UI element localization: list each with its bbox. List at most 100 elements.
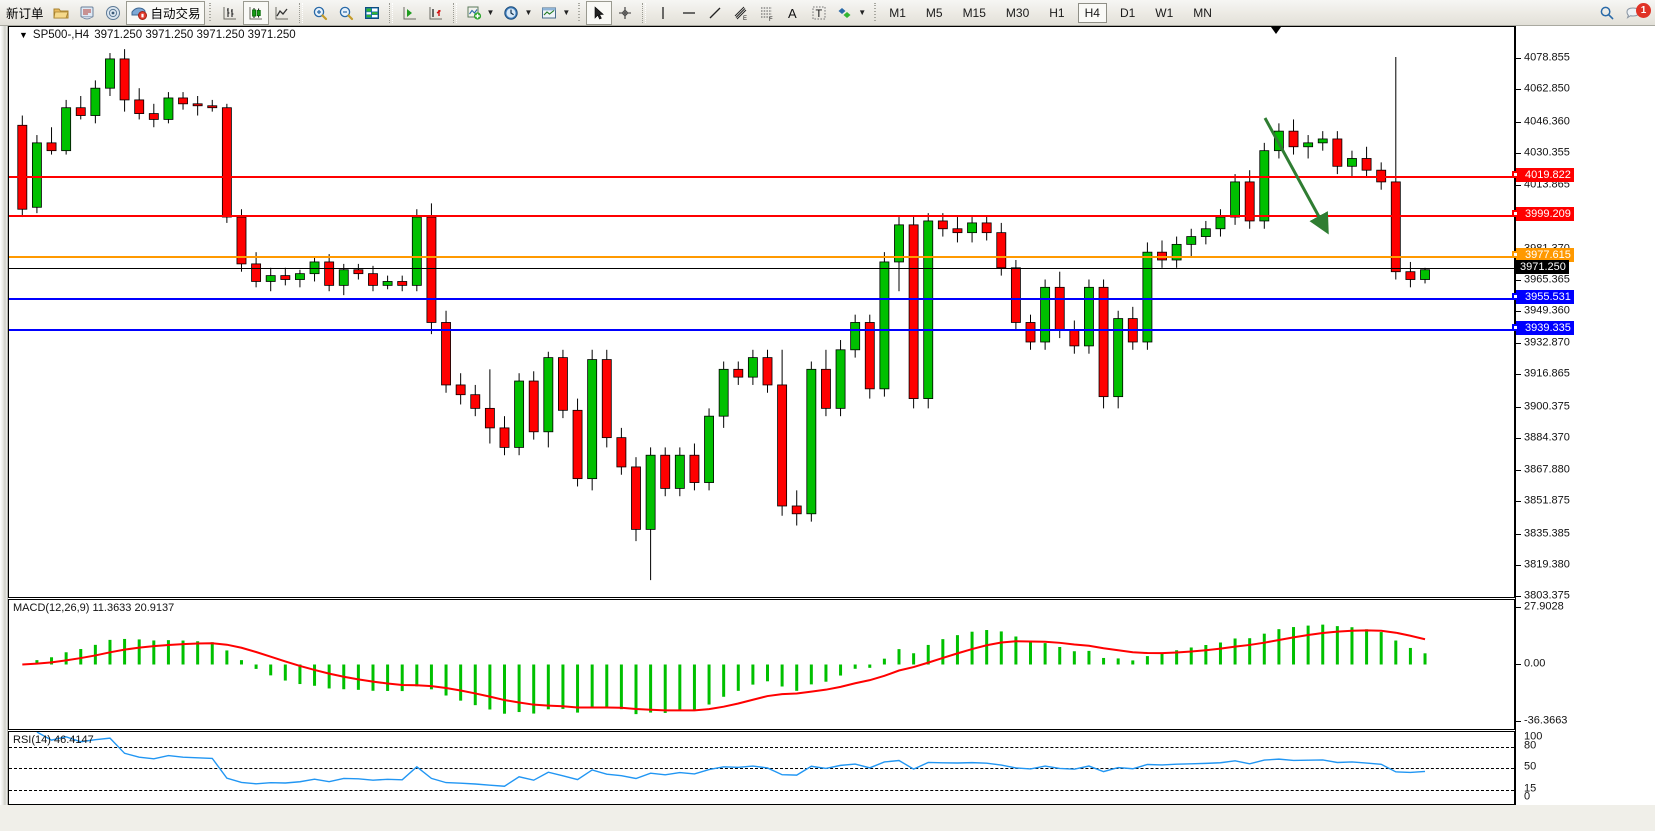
terminal-icon <box>78 4 96 22</box>
toolbar-grip-timeframes[interactable] <box>873 2 880 23</box>
period-button[interactable]: ▼ <box>498 1 536 25</box>
timeframe-h4[interactable]: H4 <box>1077 2 1107 23</box>
new-order-button[interactable]: 新订单 <box>2 1 48 25</box>
price-level-tag-resistance[interactable]: 4019.822 <box>1512 168 1574 182</box>
price-tick-label: 3867.880 <box>1524 463 1570 476</box>
price-tick <box>1516 121 1521 123</box>
price-tick <box>1516 343 1521 345</box>
chevron-down-icon[interactable]: ▼ <box>562 8 571 17</box>
price-tick-label: 3851.875 <box>1524 494 1570 507</box>
line-chart-button[interactable] <box>269 1 295 25</box>
price-tick <box>1516 279 1521 281</box>
level-drag-handle[interactable] <box>1512 251 1519 258</box>
level-drag-handle[interactable] <box>1512 210 1519 217</box>
objects-button[interactable]: ▼ <box>832 1 870 25</box>
cursor-button[interactable] <box>586 0 613 25</box>
level-drag-handle[interactable] <box>1512 293 1519 300</box>
candlestick-chart-button[interactable] <box>242 0 269 25</box>
price-tick-label: 4013.865 <box>1524 178 1570 191</box>
chart-left-grip[interactable] <box>0 26 8 805</box>
timeframe-m1[interactable]: M1 <box>889 5 906 20</box>
search-button[interactable] <box>1594 1 1620 25</box>
price-level-tag-support[interactable]: 3939.335 <box>1512 321 1574 335</box>
timeframe-group: M1 M5 M15 M30 H1 H4 D1 W1 MN <box>882 2 1219 23</box>
templates-icon <box>540 4 558 22</box>
price-level-tag-support[interactable]: 3955.531 <box>1512 290 1574 304</box>
price-tick-label: 3884.370 <box>1524 431 1570 444</box>
indicators-button[interactable]: ▼ <box>461 1 499 25</box>
chart-shift-icon <box>427 4 445 22</box>
level-drag-handle[interactable] <box>1512 324 1519 331</box>
toolbar-grip-drawing[interactable] <box>577 2 584 23</box>
price-tick <box>1516 437 1521 439</box>
rsi-panel[interactable]: RSI(14) 46.4147 <box>8 731 1515 805</box>
notification-button[interactable]: 1 <box>1620 1 1653 25</box>
price-tick-label: 3932.870 <box>1524 336 1570 349</box>
equidistant-channel-button[interactable]: E <box>728 1 754 25</box>
svg-text:A: A <box>788 6 797 21</box>
signals-button[interactable] <box>100 1 126 25</box>
timeframe-m15[interactable]: M15 <box>962 5 986 20</box>
candlestick-chart-icon <box>247 4 265 22</box>
terminal-button[interactable] <box>74 1 100 25</box>
chevron-down-icon[interactable]: ▼ <box>486 8 495 17</box>
chart-menu-triangle-icon[interactable]: ▼ <box>19 30 28 40</box>
timeframe-h1[interactable]: H1 <box>1049 5 1065 20</box>
scroll-to-end-icon <box>401 4 419 22</box>
timeframe-mn[interactable]: MN <box>1193 5 1212 20</box>
rsi-tick-label: 50 <box>1524 760 1537 773</box>
toolbar-grip-charts[interactable] <box>207 2 214 23</box>
timeframe-w1[interactable]: W1 <box>1155 5 1174 20</box>
price-tick-label: 4062.850 <box>1524 82 1570 95</box>
chevron-down-icon[interactable]: ▼ <box>858 8 867 17</box>
price-tick <box>1516 406 1521 408</box>
templates-button[interactable]: ▼ <box>536 1 574 25</box>
period-clock-icon <box>502 4 520 22</box>
text-label-button[interactable]: T <box>806 1 832 25</box>
candlestick-series <box>17 49 1430 581</box>
price-level-value: 3999.209 <box>1525 208 1571 220</box>
fibonacci-icon: F <box>758 4 776 22</box>
price-tick <box>1516 564 1521 566</box>
autotrading-button[interactable]: 自动交易 <box>125 0 205 25</box>
chevron-down-icon[interactable]: ▼ <box>524 8 533 17</box>
vertical-line-button[interactable] <box>650 1 676 25</box>
macd-series <box>22 624 1427 715</box>
price-tick-label: 4078.855 <box>1524 51 1570 64</box>
price-level-value: 3971.250 <box>1520 261 1566 273</box>
zoom-in-button[interactable] <box>307 1 333 25</box>
chart-area[interactable]: ▼ SP500-,H4 3971.250 3971.250 3971.250 3… <box>0 26 1655 831</box>
scroll-to-end-button[interactable] <box>397 1 423 25</box>
macd-scale[interactable]: 27.9028 0.00 -36.3663 <box>1515 599 1655 730</box>
timeframe-d1[interactable]: D1 <box>1119 5 1136 20</box>
toolbar-separator-1 <box>298 2 303 23</box>
macd-panel[interactable]: MACD(12,26,9) 11.3633 20.9137 <box>8 599 1515 730</box>
data-window-button[interactable] <box>359 1 385 25</box>
bar-chart-icon <box>221 4 239 22</box>
fibonacci-button[interactable]: F <box>754 1 780 25</box>
price-level-value: 3977.615 <box>1525 249 1571 261</box>
price-level-tag-entry[interactable]: 3977.615 <box>1512 248 1574 262</box>
macd-tick <box>1516 607 1521 608</box>
price-level-tag-current-price[interactable]: 3971.250 <box>1516 260 1569 274</box>
price-level-tag-resistance[interactable]: 3999.209 <box>1512 207 1574 221</box>
price-chart-panel[interactable]: ▼ SP500-,H4 3971.250 3971.250 3971.250 3… <box>8 26 1515 598</box>
down-arrow-annotation[interactable] <box>1257 112 1347 242</box>
price-tick-label: 3949.360 <box>1524 304 1570 317</box>
data-window-icon <box>363 4 381 22</box>
rsi-scale[interactable]: 100 80 50 15 0 <box>1515 731 1655 805</box>
crosshair-button[interactable] <box>612 1 638 25</box>
level-drag-handle[interactable] <box>1512 171 1519 178</box>
text-icon: A <box>784 4 802 22</box>
text-button[interactable]: A <box>780 1 806 25</box>
chart-shift-button[interactable] <box>423 1 449 25</box>
trend-line-button[interactable] <box>702 1 728 25</box>
folder-button[interactable] <box>48 1 74 25</box>
timeframe-m5[interactable]: M5 <box>925 5 943 20</box>
bar-chart-button[interactable] <box>217 1 243 25</box>
horizontal-line-button[interactable] <box>676 1 702 25</box>
timeframe-m30[interactable]: M30 <box>1005 5 1030 20</box>
price-tick-label: 3819.380 <box>1524 558 1570 571</box>
zoom-out-button[interactable] <box>333 1 359 25</box>
price-tick <box>1516 152 1521 154</box>
